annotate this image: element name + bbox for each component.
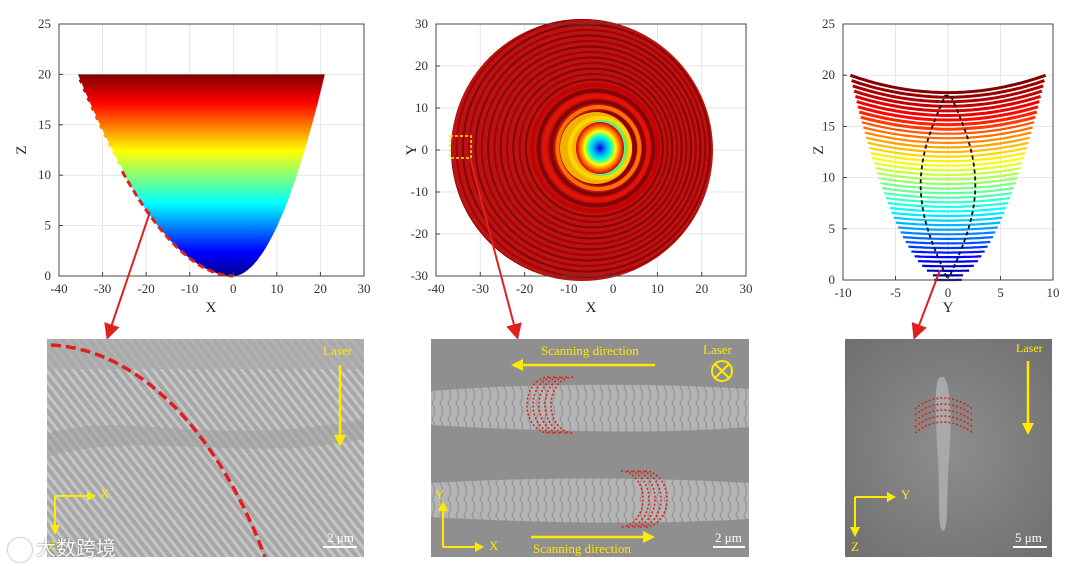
plot-yz-xlabel: Y <box>943 300 954 316</box>
plot-xz-surface <box>76 74 325 277</box>
plot-xz-ytick: 10 <box>38 167 51 182</box>
micrograph-middle-track-top <box>431 384 749 432</box>
plot-xy-selection-box <box>449 135 472 159</box>
micrograph-middle-scan-arrow-top <box>511 359 523 371</box>
micrograph-middle: Scanning direction Scanning direction La… <box>431 339 749 557</box>
micrograph-right-laser-arrow <box>1022 423 1034 435</box>
plot-xy-xtick: 0 <box>610 281 617 296</box>
plot-xy-xtick: 20 <box>695 281 708 296</box>
micrograph-middle-laser-label: Laser <box>703 342 732 357</box>
plot-xz-ytick: 20 <box>38 66 51 81</box>
plot-yz-ytick: 0 <box>829 272 836 287</box>
plot-yz-xtick: 0 <box>945 285 952 300</box>
plot-xy-ytick: 10 <box>415 100 428 115</box>
micrograph-left-laser-arrow <box>334 435 346 447</box>
plot-xz-ytick: 15 <box>38 117 51 132</box>
micrograph-middle-axes-icon <box>438 501 448 511</box>
micrograph-middle-chevrons-top <box>526 376 574 434</box>
plot-xy-xtick: 10 <box>651 281 664 296</box>
micrograph-left-laser-label: Laser <box>323 343 352 358</box>
micrograph-left: Laser X Z 2 μm <box>47 339 364 557</box>
plot-xy-ytick: -20 <box>411 226 428 241</box>
plot-yz-ytick: 20 <box>822 67 835 82</box>
plot-xz-xtick: 10 <box>270 281 283 296</box>
plot-xz-xtick: -10 <box>181 281 198 296</box>
micrograph-left-axis-x: X <box>100 486 110 501</box>
micrograph-left-axis-z: Z <box>48 537 56 552</box>
micrograph-right-laser-label: Laser <box>1016 341 1043 355</box>
micrograph-middle-axis-x: X <box>489 538 499 553</box>
micrograph-left-scale: 2 μm <box>327 530 354 545</box>
micrograph-middle-scan-arrow-bottom <box>643 531 655 543</box>
plot-xy-xtick: -20 <box>516 281 533 296</box>
plot-yz-ticks: -10 -5 0 5 10 0 5 10 15 20 25 <box>822 16 1060 300</box>
micrograph-right-scale: 5 μm <box>1015 530 1042 545</box>
micrograph-middle-scan-top-label: Scanning direction <box>541 343 639 358</box>
plot-yz-contours <box>849 73 1047 282</box>
plot-xz-frame <box>58 23 365 277</box>
plot-xz-ylabel: Z <box>14 145 30 154</box>
plot-yz-xtick: -10 <box>834 285 851 300</box>
micrograph-right-melt-track <box>935 376 951 531</box>
plot-xz-white-edge <box>75 73 126 176</box>
plot-xy-xtick: -40 <box>427 281 444 296</box>
plot-yz: -10 -5 0 5 10 0 5 10 15 20 25 Y Z <box>811 16 1060 316</box>
micrograph-middle-scan-bottom-label: Scanning direction <box>533 541 631 556</box>
plot-xy-xtick: -10 <box>560 281 577 296</box>
micrograph-right-axis-z: Z <box>851 539 859 554</box>
micrograph-left-texture <box>47 339 364 557</box>
micrograph-middle-laser-into-page-icon <box>711 360 733 382</box>
plot-yz-melt-outline <box>919 94 977 278</box>
micrograph-right-axis-y: Y <box>901 487 911 502</box>
plot-xz-xtick: 20 <box>314 281 327 296</box>
plot-yz-xtick: 5 <box>997 285 1004 300</box>
plot-yz-ytick: 5 <box>829 221 836 236</box>
plot-xz-xtick: 0 <box>230 281 237 296</box>
plot-xy-xlabel: X <box>586 300 597 316</box>
plot-xz-xtick: 30 <box>358 281 371 296</box>
micrograph-left-boundary <box>50 343 267 557</box>
micrograph-right-chevrons <box>914 397 974 434</box>
plot-xz-xtick: -30 <box>94 281 111 296</box>
watermark-logo-icon <box>8 537 32 562</box>
plot-xz-ytick: 5 <box>45 218 52 233</box>
plot-xy-ytick: 20 <box>415 58 428 73</box>
plot-xy-xtick: -30 <box>472 281 489 296</box>
plot-xy-ylabel: Y <box>404 144 420 155</box>
plot-xy-ytick: 0 <box>422 142 429 157</box>
plot-xy-ytick: -10 <box>411 184 428 199</box>
plot-xz-ytick: 0 <box>45 268 52 283</box>
plot-yz-ytick: 25 <box>822 16 835 31</box>
plot-yz-xtick: 10 <box>1047 285 1060 300</box>
micrograph-middle-track-bottom <box>431 478 749 523</box>
micrograph-middle-chevrons-bottom <box>620 470 668 528</box>
plot-xy-ytick: 30 <box>415 16 428 31</box>
plot-xz-xtick: -20 <box>137 281 154 296</box>
plot-yz-xtick: -5 <box>890 285 901 300</box>
plot-xz-red-edge <box>120 170 234 278</box>
plot-xy-xtick: 30 <box>740 281 753 296</box>
plot-xy-ytick: -30 <box>411 268 428 283</box>
micrograph-middle-scale: 2 μm <box>715 530 742 545</box>
micrograph-right: Laser Y Z 5 μm <box>845 339 1052 557</box>
watermark-text: 大数跨境 <box>36 536 116 560</box>
plot-xz: -40 -30 -20 -10 0 10 20 30 0 5 10 15 20 25 X Z <box>14 16 371 316</box>
plot-xz-ytick: 25 <box>38 16 51 31</box>
plot-xy-hotspot <box>576 122 624 174</box>
watermark: 大数跨境 <box>8 532 116 562</box>
micrograph-left-axes-icon <box>50 525 60 535</box>
plot-xz-xlabel: X <box>206 300 217 316</box>
plot-yz-ytick: 10 <box>822 170 835 185</box>
micrograph-middle-axis-y: Y <box>435 487 445 502</box>
plot-yz-ylabel: Z <box>811 145 827 154</box>
micrograph-right-axes-icon <box>850 527 860 537</box>
plot-xz-xtick: -40 <box>50 281 67 296</box>
plot-yz-ytick: 15 <box>822 118 835 133</box>
